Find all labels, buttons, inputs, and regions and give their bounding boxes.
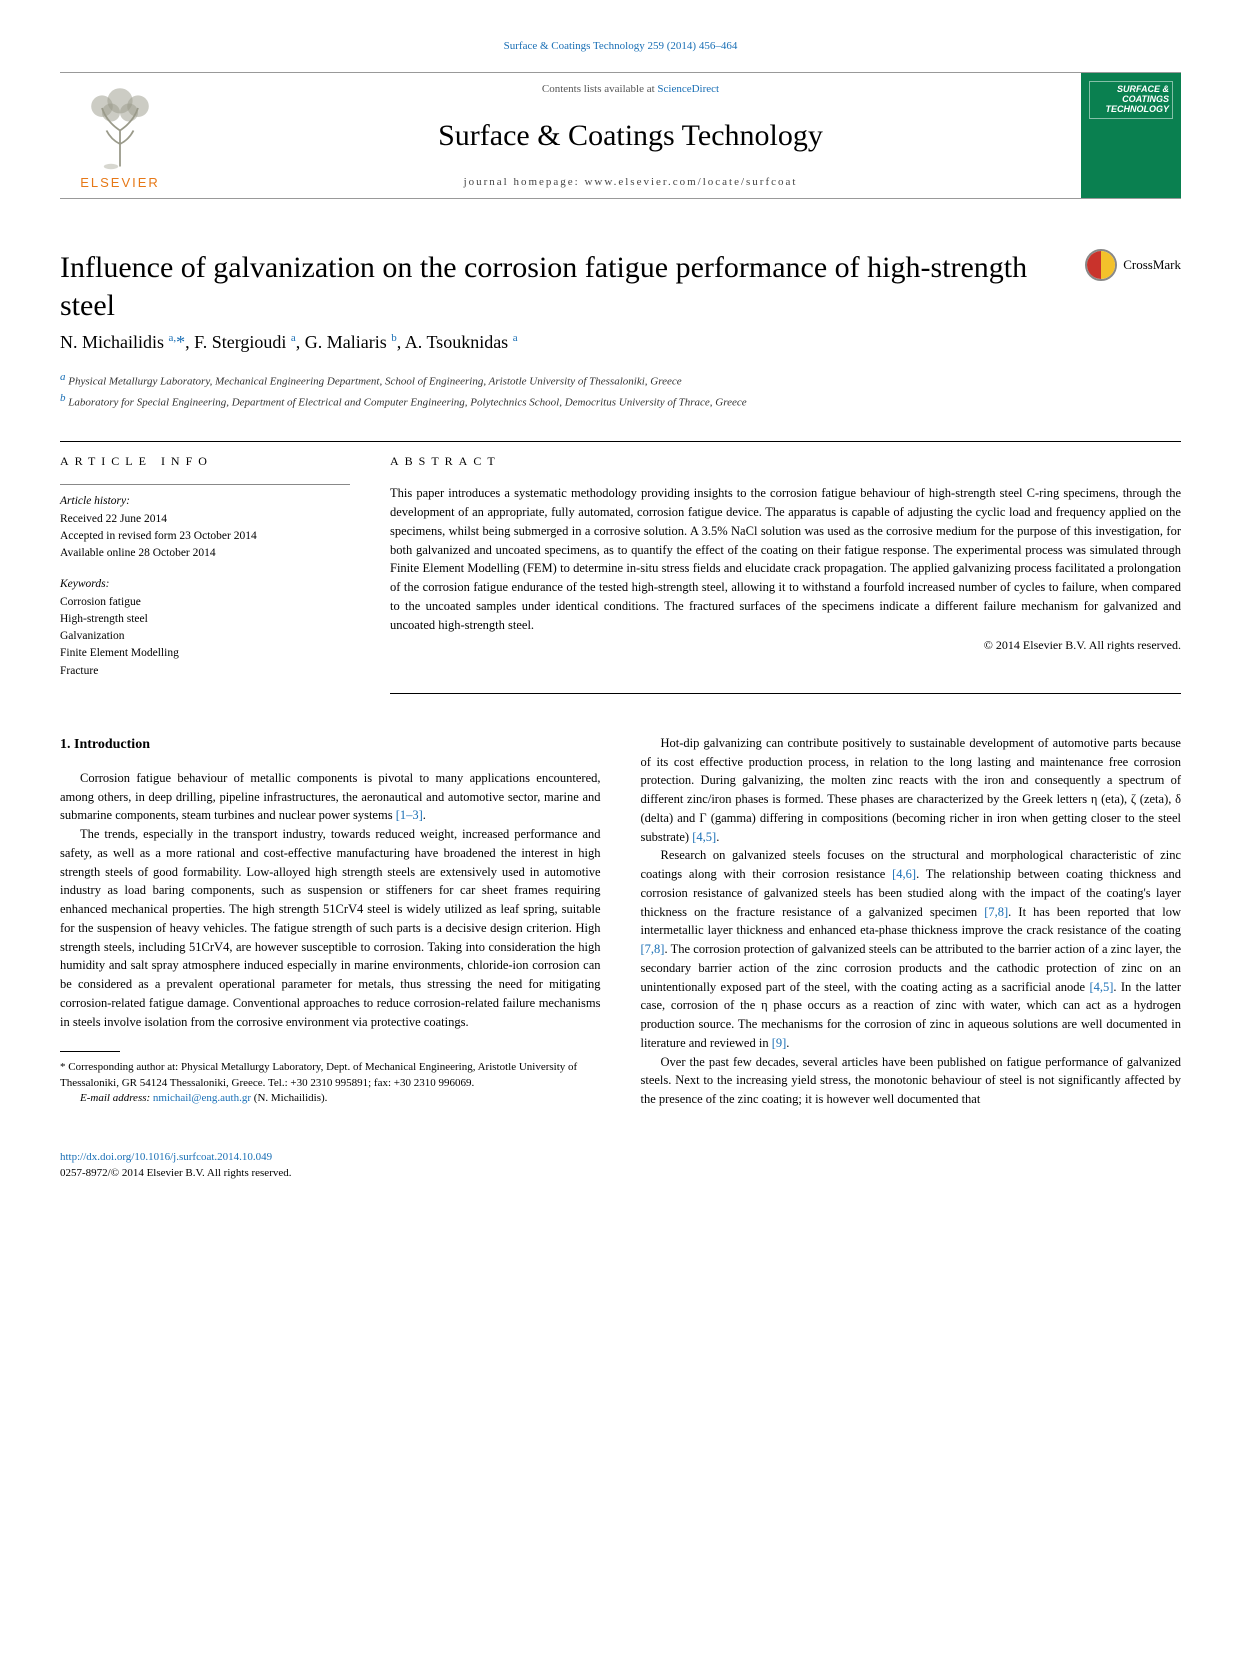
- intro-para-4: Research on galvanized steels focuses on…: [641, 846, 1182, 1052]
- sciencedirect-link[interactable]: ScienceDirect: [657, 83, 719, 95]
- received-date: Received 22 June 2014: [60, 511, 350, 528]
- ref-link[interactable]: [4,6]: [892, 867, 916, 881]
- online-date: Available online 28 October 2014: [60, 545, 350, 562]
- accepted-date: Accepted in revised form 23 October 2014: [60, 528, 350, 545]
- intro-para-2: The trends, especially in the transport …: [60, 825, 601, 1031]
- corresponding-author-footnote: * Corresponding author at: Physical Meta…: [60, 1060, 601, 1091]
- left-column: 1. Introduction Corrosion fatigue behavi…: [60, 734, 601, 1109]
- article-info-column: article info Article history: Received 2…: [60, 441, 350, 694]
- crossmark-label: CrossMark: [1123, 257, 1181, 273]
- keyword: Corrosion fatigue: [60, 594, 350, 611]
- keyword: Finite Element Modelling: [60, 645, 350, 662]
- publisher-name: ELSEVIER: [80, 175, 160, 190]
- section-heading-intro: 1. Introduction: [60, 734, 601, 755]
- affiliations: a Physical Metallurgy Laboratory, Mechan…: [60, 369, 1181, 411]
- top-citation: Surface & Coatings Technology 259 (2014)…: [60, 40, 1181, 52]
- ref-link[interactable]: [4,5]: [1089, 980, 1113, 994]
- ref-link[interactable]: [7,8]: [641, 942, 665, 956]
- keywords-label: Keywords:: [60, 576, 350, 593]
- contents-line: Contents lists available at ScienceDirec…: [200, 83, 1061, 95]
- ref-link[interactable]: [4,5]: [692, 830, 716, 844]
- crossmark-icon: [1085, 249, 1117, 281]
- journal-title: Surface & Coatings Technology: [200, 119, 1061, 153]
- abstract-column: abstract This paper introduces a systema…: [390, 441, 1181, 694]
- history-label: Article history:: [60, 493, 350, 510]
- publisher-logo: ELSEVIER: [60, 73, 180, 198]
- email-footnote: E-mail address: nmichail@eng.auth.gr (N.…: [60, 1091, 601, 1106]
- keyword: High-strength steel: [60, 611, 350, 628]
- author-list: N. Michailidis a,*, F. Stergioudi a, G. …: [60, 332, 1181, 353]
- article-title: Influence of galvanization on the corros…: [60, 249, 1065, 324]
- keyword: Galvanization: [60, 628, 350, 645]
- keyword: Fracture: [60, 663, 350, 680]
- right-column: Hot-dip galvanizing can contribute posit…: [641, 734, 1182, 1109]
- doi-link[interactable]: http://dx.doi.org/10.1016/j.surfcoat.201…: [60, 1151, 272, 1163]
- journal-header: ELSEVIER Contents lists available at Sci…: [60, 72, 1181, 199]
- intro-para-3: Hot-dip galvanizing can contribute posit…: [641, 734, 1182, 847]
- page-footer: http://dx.doi.org/10.1016/j.surfcoat.201…: [60, 1149, 1181, 1182]
- ref-link[interactable]: [1–3]: [396, 808, 423, 822]
- abstract-heading: abstract: [390, 454, 1181, 469]
- issn-copyright: 0257-8972/© 2014 Elsevier B.V. All right…: [60, 1167, 292, 1179]
- contents-prefix: Contents lists available at: [542, 83, 657, 95]
- affiliation-a: Physical Metallurgy Laboratory, Mechanic…: [68, 376, 681, 388]
- journal-cover-thumbnail: SURFACE & COATINGS TECHNOLOGY: [1081, 73, 1181, 198]
- cover-title-text: SURFACE & COATINGS TECHNOLOGY: [1089, 81, 1173, 119]
- crossmark-badge[interactable]: CrossMark: [1085, 249, 1181, 281]
- abstract-copyright: © 2014 Elsevier B.V. All rights reserved…: [390, 638, 1181, 653]
- email-link[interactable]: nmichail@eng.auth.gr: [153, 1092, 251, 1104]
- article-info-heading: article info: [60, 454, 350, 469]
- ref-link[interactable]: [9]: [772, 1036, 787, 1050]
- affiliation-b: Laboratory for Special Engineering, Depa…: [68, 397, 746, 409]
- abstract-text: This paper introduces a systematic metho…: [390, 484, 1181, 634]
- intro-para-5: Over the past few decades, several artic…: [641, 1053, 1182, 1109]
- corresponding-author-link[interactable]: *: [176, 332, 185, 352]
- footnote-separator: [60, 1051, 120, 1052]
- intro-para-1: Corrosion fatigue behaviour of metallic …: [60, 769, 601, 825]
- ref-link[interactable]: [7,8]: [984, 905, 1008, 919]
- elsevier-tree-icon: [75, 81, 165, 171]
- journal-homepage: journal homepage: www.elsevier.com/locat…: [200, 176, 1061, 188]
